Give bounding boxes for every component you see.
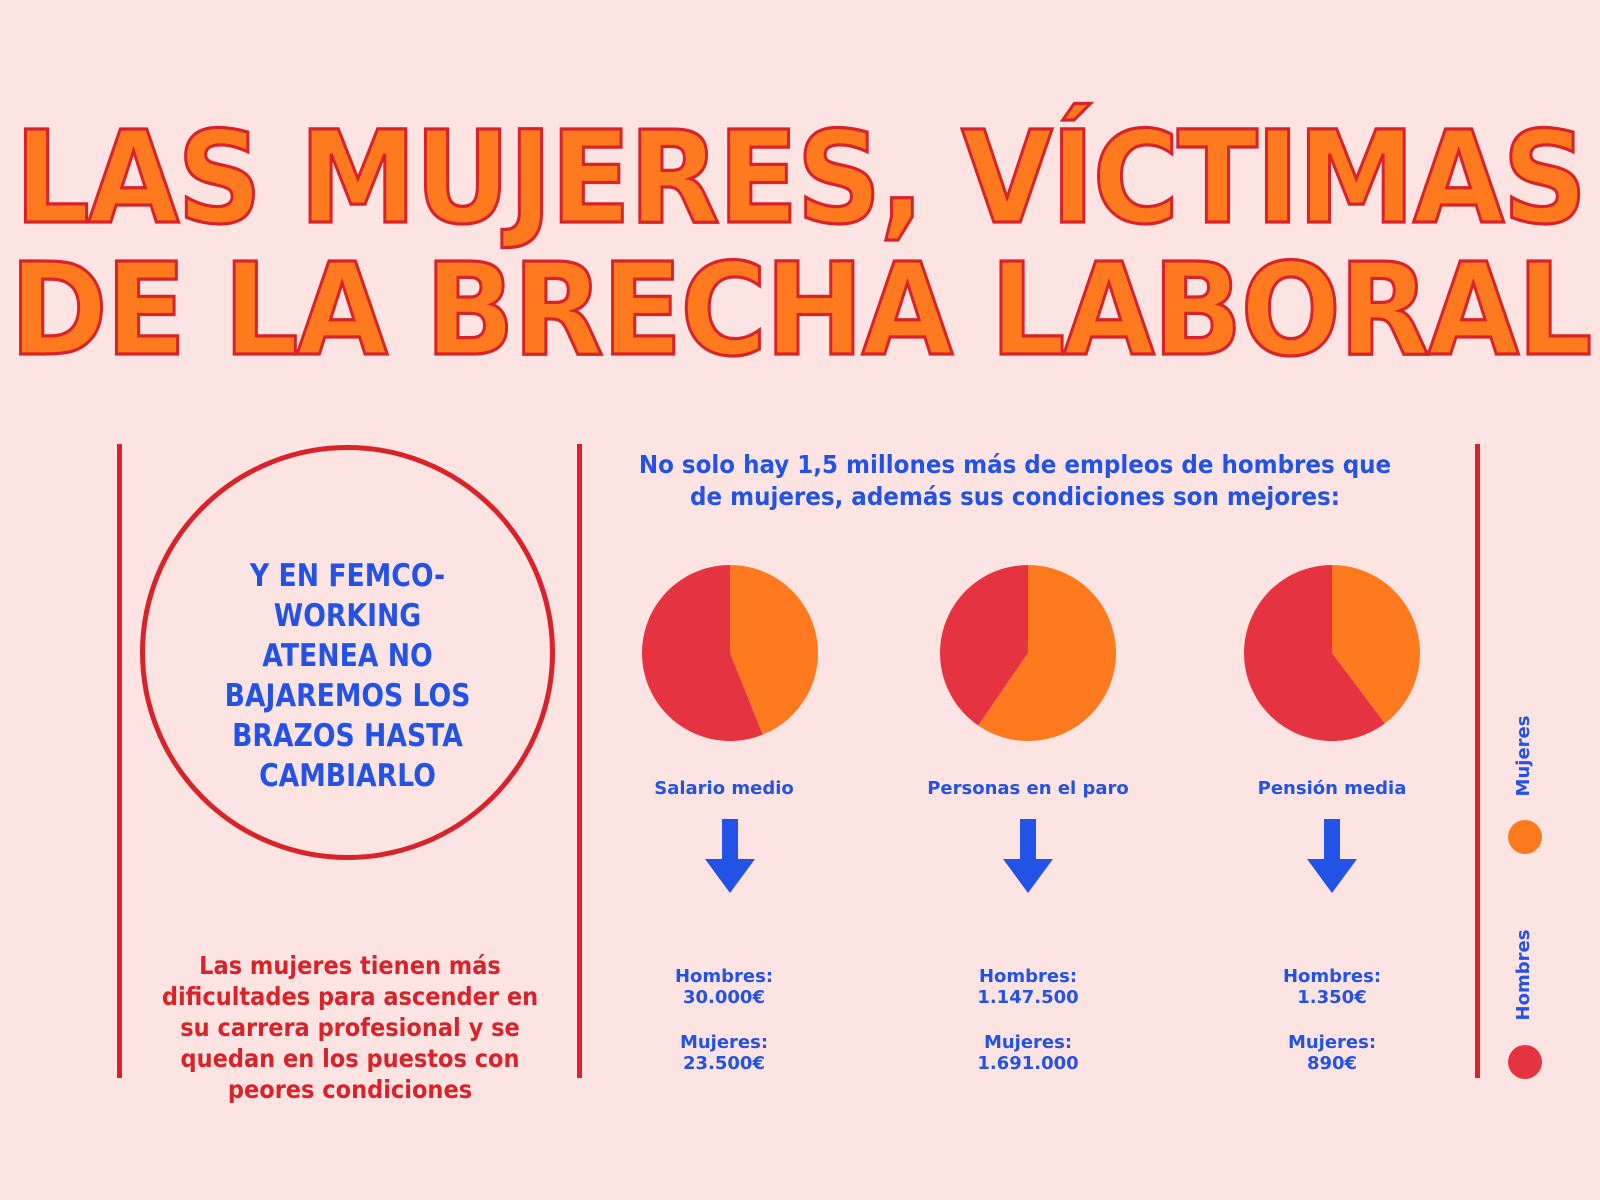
mujeres-label: Mujeres: (1287, 1032, 1377, 1053)
mujeres-value: 890€ (1306, 1053, 1358, 1074)
legend-label-hombres: Hombres (1513, 929, 1534, 1021)
pie-slice-hombres (1244, 565, 1385, 741)
divider-left (117, 444, 122, 1078)
pie-label-paro: Personas en el paro (927, 778, 1129, 799)
hombres-label: Hombres: (674, 966, 774, 987)
values-paro: Hombres: 1.147.500 Mujeres: 1.691.000 (918, 966, 1138, 1074)
divider-middle (577, 444, 582, 1078)
legend-label-mujeres: Mujeres (1513, 715, 1534, 797)
hombres-value: 1.350€ (1297, 987, 1367, 1008)
legend-dot-hombres (1508, 1045, 1542, 1079)
legend-dot-mujeres (1508, 820, 1542, 854)
pie-slice-mujeres (978, 565, 1116, 741)
mujeres-label: Mujeres: (679, 1032, 769, 1053)
mujeres-label: Mujeres: (983, 1032, 1073, 1053)
pie-label-pension: Pensión media (1257, 778, 1407, 799)
mujeres-value: 23.500€ (683, 1053, 765, 1074)
divider-right (1475, 444, 1480, 1078)
page-title: LAS MUJERES, VÍCTIMAS DE LA BRECHA LABOR… (0, 110, 1600, 377)
pie-label-salario: Salario medio (654, 778, 794, 799)
pie-slice-mujeres (1332, 565, 1420, 724)
arrow-down-icon (1307, 819, 1357, 893)
slogan-text: Y EN FEMCO- WORKING ATENEA NO BAJAREMOS … (224, 558, 471, 794)
arrow-down-icon (1003, 819, 1053, 893)
hombres-value: 1.147.500 (977, 987, 1079, 1008)
intro-text: No solo hay 1,5 millones más de empleos … (638, 450, 1392, 511)
mujeres-value: 1.691.000 (977, 1053, 1079, 1074)
hombres-value: 30.000€ (683, 987, 765, 1008)
title-line-1: LAS MUJERES, VÍCTIMAS (13, 103, 1589, 253)
hombres-label: Hombres: (978, 966, 1078, 987)
values-salario: Hombres: 30.000€ Mujeres: 23.500€ (614, 966, 834, 1074)
arrow-down-icon (705, 819, 755, 893)
pie-slice-hombres (939, 565, 1028, 726)
pie-slice-hombres (642, 565, 763, 741)
slogan-circle (140, 445, 555, 860)
values-pension: Hombres: 1.350€ Mujeres: 890€ (1222, 966, 1442, 1074)
title-line-2: DE LA BRECHA LABORAL (8, 235, 1594, 385)
career-note: Las mujeres tienen más dificultades para… (161, 951, 539, 1104)
hombres-label: Hombres: (1282, 966, 1382, 987)
pie-slice-mujeres (730, 565, 819, 735)
